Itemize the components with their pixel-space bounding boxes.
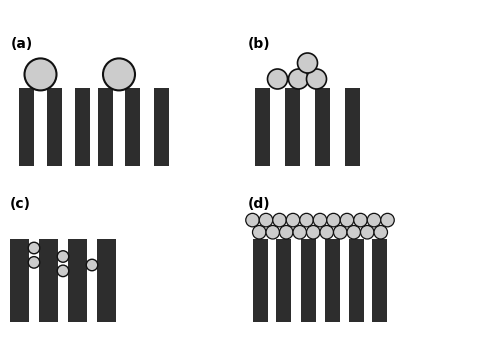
Circle shape [252, 226, 266, 239]
Bar [19, 88, 34, 166]
Circle shape [259, 213, 273, 227]
Circle shape [58, 265, 69, 277]
Circle shape [58, 251, 69, 262]
Circle shape [334, 226, 347, 239]
Circle shape [28, 242, 40, 254]
Text: (a): (a) [11, 36, 33, 50]
Bar [315, 88, 330, 166]
Bar [252, 239, 268, 322]
Circle shape [340, 213, 353, 227]
Circle shape [86, 259, 98, 271]
Bar [75, 88, 90, 166]
Bar [39, 239, 58, 322]
Bar [98, 88, 112, 166]
Text: (d): (d) [248, 197, 270, 210]
Circle shape [286, 213, 300, 227]
Bar [255, 88, 270, 166]
Circle shape [300, 213, 313, 227]
Circle shape [288, 69, 308, 89]
Text: (b): (b) [248, 36, 270, 50]
Circle shape [306, 69, 326, 89]
Circle shape [313, 213, 326, 227]
Circle shape [320, 226, 334, 239]
Circle shape [360, 226, 374, 239]
Bar [47, 88, 62, 166]
Bar [285, 88, 300, 166]
Bar [372, 239, 388, 322]
Circle shape [326, 213, 340, 227]
Circle shape [273, 213, 286, 227]
Bar [10, 239, 29, 322]
Circle shape [268, 69, 287, 89]
Circle shape [280, 226, 293, 239]
Text: (c): (c) [10, 197, 31, 210]
Circle shape [306, 226, 320, 239]
Bar [154, 88, 168, 166]
Circle shape [293, 226, 306, 239]
Bar [276, 239, 291, 322]
Circle shape [367, 213, 380, 227]
Bar [348, 239, 364, 322]
Bar [97, 239, 116, 322]
Bar [300, 239, 316, 322]
Circle shape [266, 226, 280, 239]
Bar [345, 88, 360, 166]
Bar [68, 239, 87, 322]
Circle shape [28, 257, 40, 268]
Circle shape [246, 213, 259, 227]
Circle shape [298, 53, 318, 73]
Circle shape [374, 226, 388, 239]
Circle shape [354, 213, 367, 227]
Bar [126, 88, 140, 166]
Circle shape [380, 213, 394, 227]
Circle shape [24, 58, 56, 90]
Bar [324, 239, 340, 322]
Circle shape [103, 58, 135, 90]
Circle shape [347, 226, 360, 239]
